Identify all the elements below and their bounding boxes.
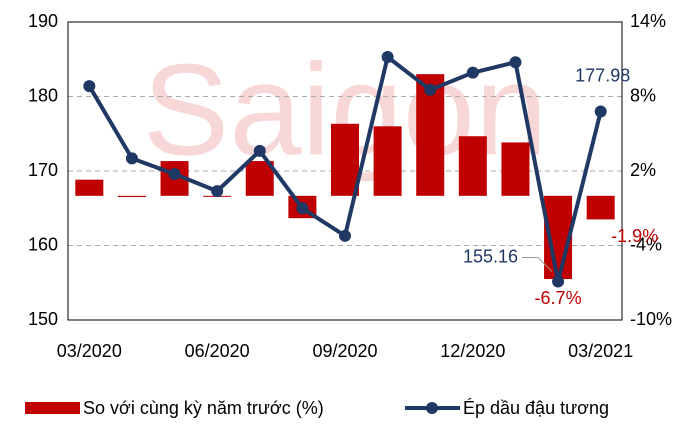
y-tick-label: 150 xyxy=(28,309,58,329)
bar xyxy=(373,126,402,196)
bar xyxy=(117,195,146,198)
line-point xyxy=(424,83,437,96)
y-tick-label: 170 xyxy=(28,160,58,180)
y2-tick-label: 8% xyxy=(630,85,656,105)
x-tick-label: 03/2021 xyxy=(568,341,633,361)
y-tick-label: 180 xyxy=(28,85,58,105)
bar xyxy=(245,161,274,196)
x-tick-label: 03/2020 xyxy=(57,341,122,361)
line-point xyxy=(509,56,522,69)
leader-line xyxy=(522,257,553,272)
bar xyxy=(501,142,530,196)
data-label: 155.16 xyxy=(463,246,518,266)
legend-swatch xyxy=(426,402,438,414)
x-tick-label: 06/2020 xyxy=(185,341,250,361)
y-tick-label: 190 xyxy=(28,11,58,31)
line-point xyxy=(125,152,138,165)
plot-frame xyxy=(67,21,623,321)
bar xyxy=(331,123,359,196)
data-label: -6.7% xyxy=(535,288,582,308)
line-point xyxy=(253,144,266,157)
line-point xyxy=(168,167,181,180)
line-point xyxy=(211,185,224,198)
x-tick-label: 12/2020 xyxy=(440,341,505,361)
y2-tick-label: -10% xyxy=(630,309,672,329)
line-point xyxy=(466,66,479,79)
data-label: 177.98 xyxy=(575,65,630,85)
y2-tick-label: 14% xyxy=(630,11,666,31)
line-point xyxy=(552,275,565,288)
y2-tick-label: -4% xyxy=(630,234,662,254)
line-point xyxy=(381,51,394,64)
bar xyxy=(458,136,487,196)
line-point xyxy=(594,105,607,118)
y2-tick-label: 2% xyxy=(630,160,656,180)
line-point xyxy=(339,229,351,242)
line-point xyxy=(83,80,96,93)
bar xyxy=(586,195,615,220)
legend-swatch xyxy=(25,402,80,414)
line-point xyxy=(296,202,309,215)
data-label: -1.9% xyxy=(611,226,658,246)
legend-label: Ép dầu đậu tương xyxy=(463,398,609,418)
y-tick-label: 160 xyxy=(28,234,58,254)
x-tick-label: 09/2020 xyxy=(312,341,377,361)
legend-label: So với cùng kỳ năm trước (%) xyxy=(83,398,324,418)
bar xyxy=(75,179,104,196)
